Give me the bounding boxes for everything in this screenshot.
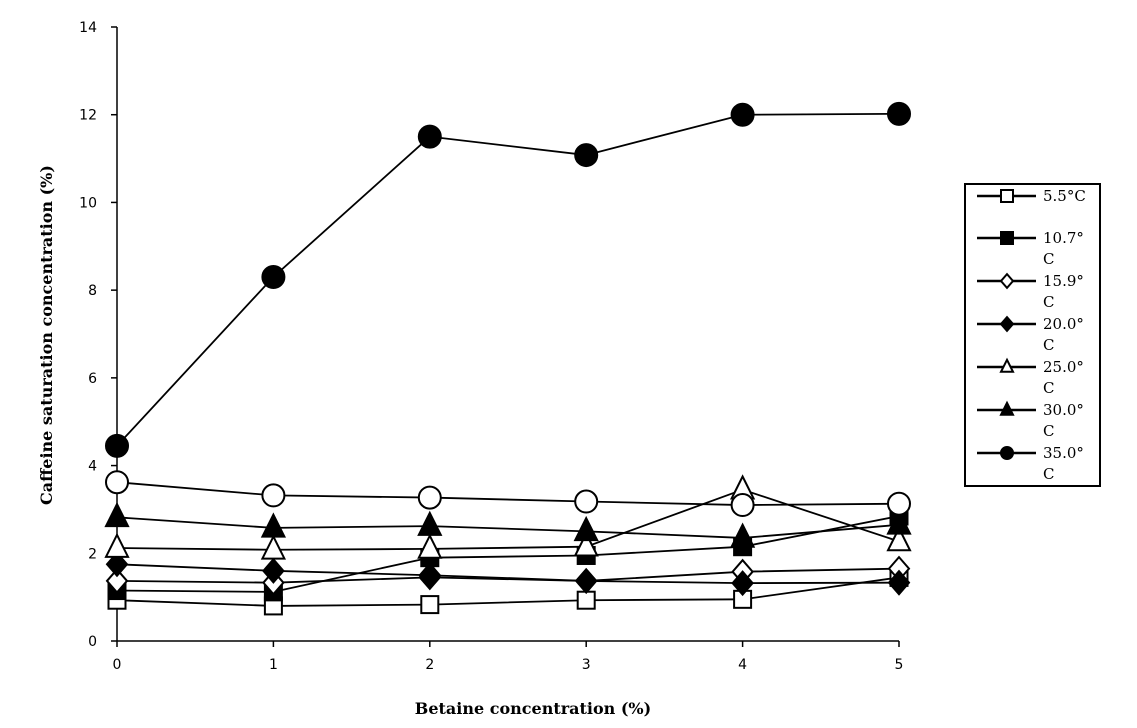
legend-item: 30.0° C [977, 400, 1084, 440]
y-tick-label: 4 [88, 459, 97, 475]
y-tick-label: 12 [79, 108, 97, 124]
data-point [886, 526, 912, 552]
data-point [886, 509, 912, 535]
legend-item: 15.9° C [977, 272, 1084, 311]
legend-item: 20.0° C [977, 315, 1084, 354]
series [104, 474, 912, 560]
legend-label: 35.0° [1043, 444, 1084, 462]
data-point [417, 124, 442, 149]
x-tick-label: 3 [582, 657, 591, 673]
data-point [573, 531, 599, 557]
series [104, 501, 912, 548]
y-axis-title: Caffeine saturation concentration (%) [37, 165, 56, 505]
y-tick-label: 6 [88, 371, 97, 387]
series [105, 101, 911, 458]
data-point [261, 483, 286, 508]
x-axis-title: Betaine concentration (%) [415, 699, 651, 718]
legend-marker [999, 272, 1015, 290]
y-tick-label: 10 [79, 195, 97, 211]
data-point [887, 491, 911, 516]
legend: 5.5°C10.7°C15.9°C20.0°C25.0°C30.0°C35.0°… [964, 183, 1101, 487]
y-tick-label: 8 [88, 283, 97, 299]
series-line [116, 488, 900, 551]
data-point [418, 562, 442, 589]
data-point [104, 532, 130, 558]
x-tick-label: 1 [269, 657, 278, 673]
data-point [574, 567, 598, 594]
series-line [116, 112, 900, 447]
legend-label: 30.0° [1043, 401, 1084, 419]
legend-item: 10.7° C [977, 229, 1084, 268]
data-point [887, 101, 911, 126]
data-point [730, 493, 755, 518]
data-point [731, 570, 754, 597]
data-point [576, 590, 596, 610]
legend-items: 5.5°C10.7°C15.9°C20.0°C25.0°C30.0°C35.0°… [977, 187, 1086, 483]
legend-label: 15.9° [1043, 272, 1084, 290]
legend-item: 5.5°C [977, 187, 1086, 205]
data-point [417, 485, 442, 510]
series [107, 506, 909, 602]
data-point [417, 533, 443, 559]
data-point [887, 569, 911, 596]
data-point [730, 102, 755, 127]
x-axis-ticks: 0 1 2 3 4 5 [113, 641, 904, 673]
legend-label: C [1043, 465, 1054, 483]
y-tick-label: 14 [79, 20, 97, 36]
x-tick-label: 4 [738, 657, 747, 673]
legend-item: 35.0° C [977, 444, 1084, 483]
data-point [262, 557, 285, 584]
series [105, 470, 911, 518]
legend-label: C [1043, 250, 1054, 268]
legend-label: C [1043, 293, 1054, 311]
series-line [116, 563, 900, 585]
legend-label: 5.5°C [1043, 187, 1086, 205]
data-point [105, 433, 129, 458]
series-line [116, 567, 900, 584]
y-tick-label: 0 [88, 634, 97, 650]
data-point [105, 567, 129, 594]
data-point [261, 264, 286, 289]
legend-label: C [1043, 336, 1054, 354]
data-point [574, 489, 599, 514]
legend-marker [999, 315, 1015, 333]
data-point [105, 551, 129, 578]
data-point [729, 522, 756, 548]
y-tick-label: 2 [88, 546, 97, 562]
data-point [105, 470, 129, 495]
data-point [420, 595, 440, 615]
x-tick-label: 5 [895, 657, 904, 673]
series-line [116, 516, 900, 539]
legend-label: 20.0° [1043, 315, 1084, 333]
series [105, 555, 911, 596]
series-line [116, 515, 900, 593]
y-axis-ticks: 0 2 4 6 8 10 12 14 [79, 20, 117, 650]
legend-box [964, 183, 1101, 487]
legend-marker [999, 400, 1015, 416]
x-tick-label: 2 [425, 657, 434, 673]
legend-label: 10.7° [1043, 229, 1084, 247]
data-point [260, 512, 287, 538]
series-line [116, 481, 900, 506]
x-tick-label: 0 [113, 657, 122, 673]
series [105, 551, 911, 597]
legend-marker [999, 357, 1015, 373]
data-point [573, 515, 599, 542]
legend-item: 25.0° C [977, 357, 1084, 397]
series-layer [104, 101, 912, 616]
series-line [116, 576, 900, 607]
legend-label: 25.0° [1043, 358, 1084, 376]
legend-label: C [1043, 379, 1054, 397]
data-point [260, 534, 287, 560]
legend-label: C [1043, 422, 1054, 440]
legend-marker [1000, 446, 1014, 460]
data-point [574, 143, 599, 168]
data-point [417, 510, 443, 536]
data-point [104, 501, 130, 528]
legend-marker [1000, 231, 1014, 245]
legend-marker [1000, 189, 1014, 203]
